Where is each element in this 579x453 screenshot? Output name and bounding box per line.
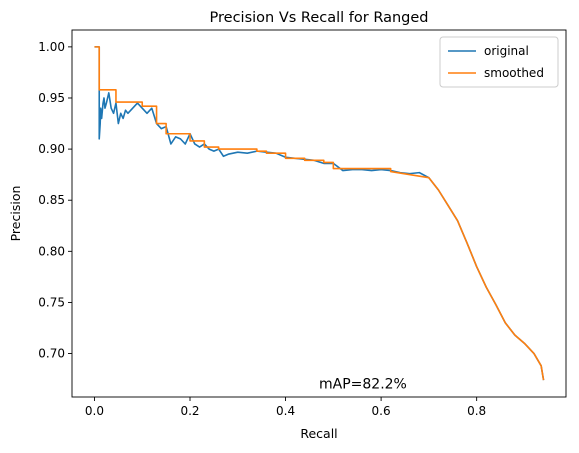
- y-axis-label: Precision: [8, 186, 23, 242]
- chart-title: Precision Vs Recall for Ranged: [210, 10, 429, 26]
- y-tick-label: 0.80: [38, 244, 65, 258]
- x-tick-label: 0.0: [85, 404, 104, 418]
- y-tick-label: 0.95: [38, 91, 65, 105]
- y-tick-label: 0.70: [38, 347, 65, 361]
- y-tick-label: 0.85: [38, 193, 65, 207]
- x-tick-label: 0.4: [276, 404, 295, 418]
- map-annotation: mAP=82.2%: [319, 376, 407, 392]
- x-tick-label: 0.8: [467, 404, 486, 418]
- plot-frame: [71, 29, 567, 398]
- x-axis-label: Recall: [300, 426, 337, 441]
- legend-box: [439, 36, 559, 88]
- series-line-smoothed: [94, 46, 545, 381]
- y-tick-label: 0.75: [38, 295, 65, 309]
- series-layer: [94, 46, 545, 381]
- x-axis: 0.0 0.2 0.4 0.6 0.8: [85, 397, 486, 418]
- series-line-original: [94, 46, 545, 381]
- x-tick-label: 0.2: [180, 404, 199, 418]
- legend-label-smoothed: smoothed: [484, 66, 544, 80]
- y-axis: 0.70 0.75 0.80 0.85 0.90 0.95 1.00: [38, 40, 72, 361]
- y-tick-label: 1.00: [38, 40, 65, 54]
- legend-label-original: original: [484, 44, 529, 58]
- legend: original smoothed: [439, 36, 559, 88]
- y-tick-label: 0.90: [38, 142, 65, 156]
- x-tick-label: 0.6: [372, 404, 391, 418]
